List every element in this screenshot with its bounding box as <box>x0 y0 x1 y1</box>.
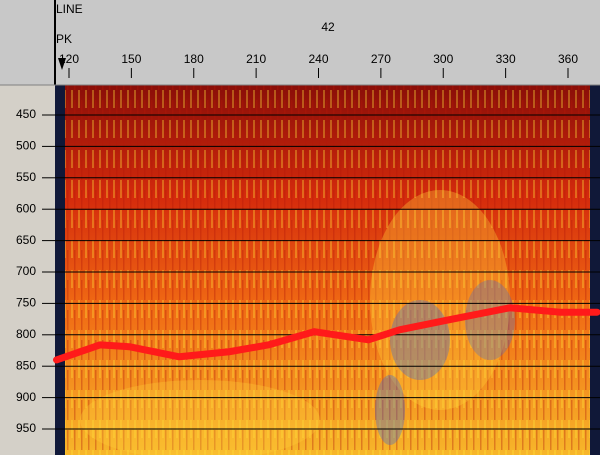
x-tick-label: 270 <box>371 52 391 66</box>
edge-strip <box>55 85 65 455</box>
pk-cursor <box>58 58 66 70</box>
y-tick-label: 750 <box>16 296 36 310</box>
low-amplitude-zone <box>390 300 450 380</box>
x-tick-label: 240 <box>308 52 328 66</box>
low-amplitude-zone <box>465 280 515 360</box>
y-tick-label: 850 <box>16 358 36 372</box>
line-number: 42 <box>321 20 335 34</box>
y-tick-label: 800 <box>16 327 36 341</box>
x-tick-label: 180 <box>184 52 204 66</box>
y-tick-label: 600 <box>16 201 36 215</box>
y-tick-label: 900 <box>16 390 36 404</box>
x-tick-label: 360 <box>558 52 578 66</box>
y-tick-label: 500 <box>16 139 36 153</box>
bright-zone <box>80 380 320 455</box>
x-tick-label: 120 <box>59 52 79 66</box>
x-tick-label: 330 <box>496 52 516 66</box>
y-tick-label: 700 <box>16 264 36 278</box>
y-tick-label: 950 <box>16 421 36 435</box>
y-tick-label: 550 <box>16 170 36 184</box>
x-tick-label: 300 <box>433 52 453 66</box>
line-label: LINE <box>56 2 83 16</box>
header-bar <box>0 0 600 85</box>
y-tick-label: 650 <box>16 233 36 247</box>
horizon-pick <box>53 304 600 364</box>
bright-zone <box>370 190 510 410</box>
seismic-section <box>55 85 600 455</box>
x-tick-label: 210 <box>246 52 266 66</box>
y-tick-label: 450 <box>16 107 36 121</box>
edge-strip <box>590 85 600 455</box>
pk-label: PK <box>56 32 72 46</box>
x-tick-label: 150 <box>121 52 141 66</box>
low-amplitude-zone <box>375 375 405 445</box>
